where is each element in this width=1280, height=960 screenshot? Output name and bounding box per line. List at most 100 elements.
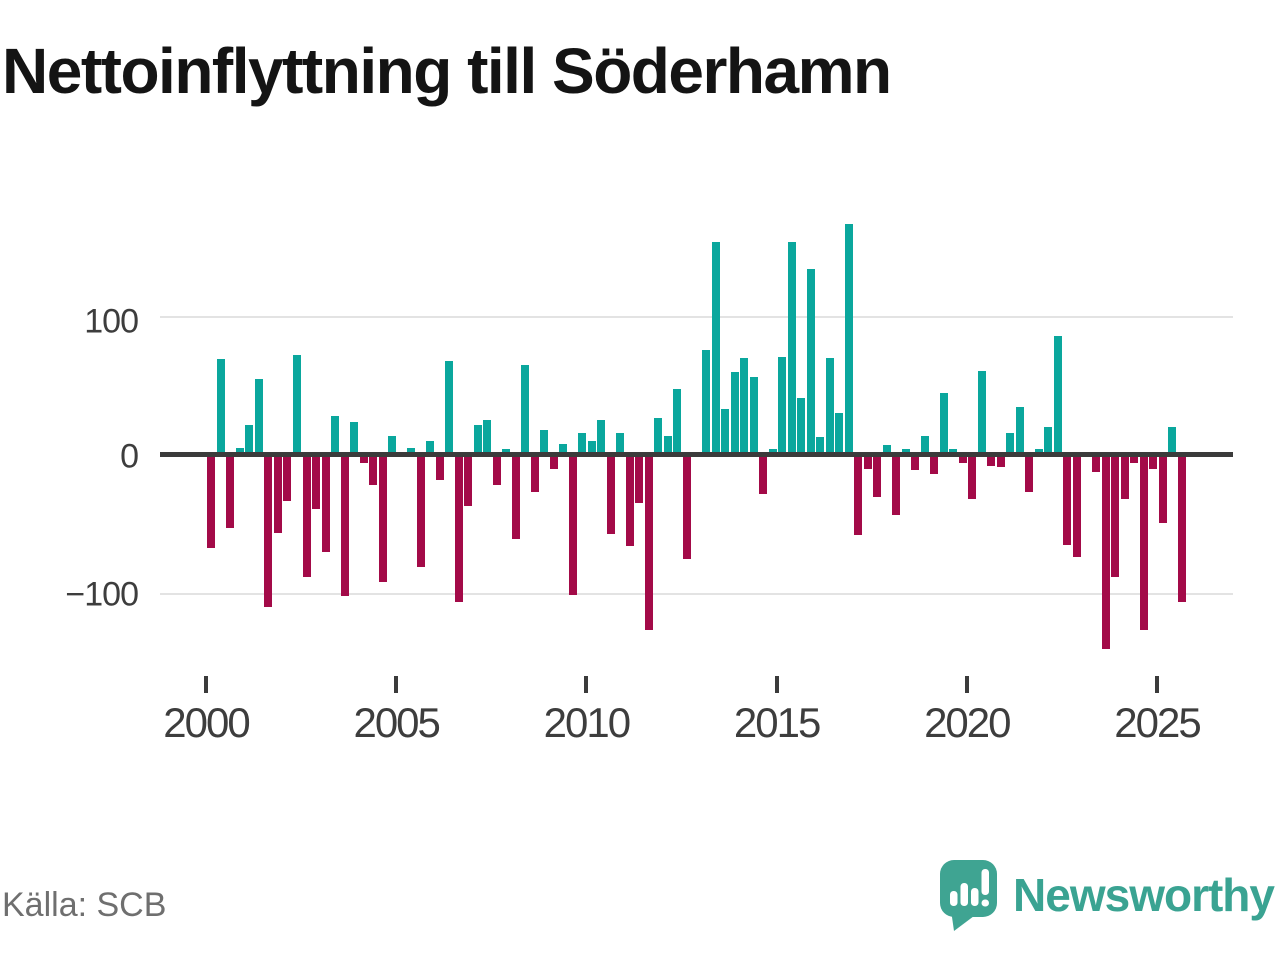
gridline-minus-100 — [160, 593, 1233, 595]
bar-2005Q2 — [407, 448, 416, 455]
gridline-plus-100 — [160, 316, 1233, 318]
bar-2016Q1 — [816, 436, 825, 455]
bar-2020Q1 — [968, 455, 977, 500]
bar-2008Q1 — [511, 455, 520, 540]
bar-2022Q2 — [1053, 335, 1062, 455]
brand-name: Newsworthy — [1013, 869, 1275, 921]
bar-2005Q4 — [426, 441, 435, 455]
bar-2025Q3 — [1177, 455, 1186, 602]
bar-2010Q2 — [597, 420, 606, 455]
bar-2022Q4 — [1072, 455, 1081, 558]
x-tick-label-2015: 2015 — [733, 699, 821, 746]
x-tick-2015 — [774, 676, 779, 693]
bar-2020Q2 — [977, 370, 986, 455]
bar-2008Q3 — [530, 455, 539, 493]
bar-2018Q1 — [892, 455, 901, 515]
x-tick-2010 — [584, 676, 589, 693]
bar-2003Q4 — [350, 421, 359, 455]
bar-2018Q3 — [911, 455, 920, 471]
bar-2001Q1 — [245, 424, 254, 455]
bar-2008Q2 — [521, 364, 530, 455]
bar-2023Q4 — [1111, 455, 1120, 577]
bar-2021Q1 — [1006, 432, 1015, 455]
bar-2015Q2 — [787, 241, 796, 455]
bar-2021Q2 — [1015, 406, 1024, 455]
bar-2021Q3 — [1025, 455, 1034, 493]
x-tick-2025 — [1155, 676, 1159, 693]
bar-2012Q2 — [673, 388, 682, 455]
bar-2012Q3 — [683, 455, 691, 559]
bar-2001Q4 — [273, 455, 282, 533]
bar-2000Q3 — [226, 455, 235, 529]
bar-2012Q1 — [663, 435, 672, 455]
bar-2022Q1 — [1044, 427, 1053, 455]
bar-2022Q3 — [1063, 455, 1072, 546]
bar-2023Q3 — [1101, 455, 1110, 649]
bar-2007Q1 — [473, 424, 482, 455]
bar-2010Q4 — [616, 432, 625, 455]
bar-2015Q1 — [778, 356, 787, 455]
bar-2018Q4 — [920, 435, 929, 455]
bar-2016Q3 — [835, 413, 844, 455]
bar-2005Q3 — [416, 455, 425, 568]
x-tick-label-2025: 2025 — [1114, 699, 1201, 746]
bar-2014Q1 — [740, 358, 749, 455]
x-tick-label-2000: 2000 — [163, 699, 250, 746]
bar-2002Q3 — [302, 455, 311, 577]
bar-2024Q3 — [1139, 455, 1148, 630]
bar-2007Q3 — [492, 455, 501, 486]
bar-2007Q2 — [483, 420, 492, 455]
bar-2014Q2 — [749, 377, 758, 455]
bar-2019Q1 — [930, 455, 939, 475]
x-tick-label-2005: 2005 — [353, 699, 440, 746]
bar-2011Q4 — [654, 417, 663, 455]
bar-2004Q4 — [388, 435, 397, 455]
bar-2013Q4 — [730, 371, 739, 455]
x-tick-label-2020: 2020 — [924, 699, 1011, 746]
bar-2016Q4 — [844, 223, 853, 455]
y-tick-label-100: 100 — [84, 302, 139, 341]
bar-2002Q1 — [283, 455, 292, 501]
bar-2017Q3 — [873, 455, 882, 497]
x-tick-2005 — [394, 676, 399, 693]
bar-2000Q4 — [235, 448, 244, 455]
bar-2000Q1 — [207, 455, 216, 548]
x-tick-label-2010: 2010 — [543, 699, 631, 746]
bar-2019Q4 — [958, 455, 967, 464]
bar-2006Q3 — [454, 455, 463, 602]
bar-2011Q1 — [625, 455, 634, 547]
bar-2004Q3 — [378, 455, 387, 583]
chart-title: Nettoinflyttning till Söderhamn — [2, 35, 892, 107]
brand-footer: Newsworthy — [939, 858, 1275, 932]
bar-2006Q2 — [445, 360, 454, 455]
bar-2003Q1 — [321, 455, 330, 552]
bar-2006Q4 — [464, 455, 473, 507]
bar-2011Q2 — [635, 455, 644, 504]
bar-2016Q2 — [825, 358, 834, 455]
bar-2013Q1 — [702, 349, 711, 455]
bar-2017Q2 — [863, 455, 872, 469]
bar-2011Q3 — [644, 455, 653, 630]
bar-2002Q2 — [293, 355, 301, 455]
bar-2000Q2 — [216, 359, 225, 455]
x-tick-2020 — [964, 676, 969, 693]
bar-2020Q3 — [987, 455, 996, 467]
source-note: Källa: SCB — [2, 886, 167, 924]
bar-2003Q3 — [340, 455, 349, 597]
bar-2009Q4 — [578, 432, 587, 455]
bar-2013Q2 — [711, 241, 720, 455]
bar-2003Q2 — [331, 416, 340, 455]
bar-2017Q1 — [854, 455, 863, 536]
bar-2017Q4 — [882, 445, 891, 455]
bar-2009Q1 — [549, 455, 558, 469]
bar-2020Q4 — [996, 455, 1005, 468]
bar-2004Q2 — [369, 455, 378, 486]
y-tick-label-0: 0 — [120, 437, 139, 476]
bar-2001Q3 — [264, 455, 273, 608]
bar-2009Q2 — [559, 443, 568, 455]
bar-2019Q2 — [939, 392, 948, 455]
bar-2014Q3 — [759, 455, 768, 494]
bar-2006Q1 — [435, 455, 444, 480]
x-tick-2000 — [204, 676, 208, 693]
